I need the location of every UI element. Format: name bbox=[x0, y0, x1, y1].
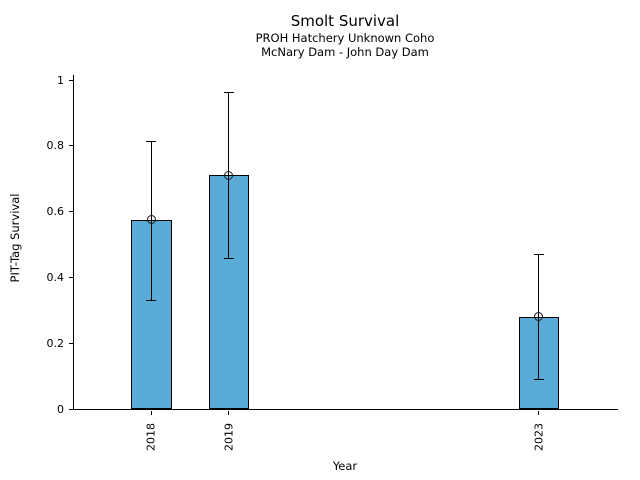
errorbar-cap-low-2023 bbox=[533, 379, 544, 381]
errorbar-cap-high-2018 bbox=[146, 140, 157, 142]
y-tick-0 bbox=[69, 408, 73, 410]
y-tick-0.8 bbox=[69, 145, 73, 147]
x-tick-2023 bbox=[538, 411, 540, 415]
x-tick-label-2019: 2019 bbox=[222, 423, 236, 451]
plot-area: 0 0.2 0.4 0.6 0.8 1 2018 2019 2023 bbox=[47, 74, 618, 451]
y-tick-label-0.6: 0.6 bbox=[46, 205, 65, 219]
y-tick-label-0.8: 0.8 bbox=[46, 139, 65, 153]
y-tick-label-0.2: 0.2 bbox=[46, 336, 65, 350]
x-tick-label-2023: 2023 bbox=[532, 423, 546, 451]
errorbar-cap-low-2018 bbox=[146, 300, 157, 302]
chart-subtitle-line2: McNary Dam - John Day Dam bbox=[261, 45, 429, 59]
x-axis-label: Year bbox=[332, 459, 358, 473]
y-tick-label-0.4: 0.4 bbox=[46, 270, 65, 284]
y-tick-0.4 bbox=[69, 276, 73, 278]
y-tick-0.6 bbox=[69, 211, 73, 213]
y-tick-0.2 bbox=[69, 342, 73, 344]
y-tick-label-1: 1 bbox=[57, 73, 64, 87]
point-marker-2018 bbox=[146, 215, 156, 225]
errorbar-cap-low-2019 bbox=[223, 257, 234, 259]
chart-title: Smolt Survival bbox=[290, 12, 400, 30]
x-tick-2019 bbox=[228, 411, 230, 415]
x-tick-label-2018: 2018 bbox=[144, 423, 158, 451]
point-marker-2023 bbox=[534, 312, 544, 322]
errorbar-cap-high-2019 bbox=[223, 91, 234, 93]
point-marker-2019 bbox=[224, 170, 234, 180]
x-tick-2018 bbox=[150, 411, 152, 415]
chart-subtitle-line1: PROH Hatchery Unknown Coho bbox=[255, 31, 435, 45]
errorbar-cap-high-2023 bbox=[533, 254, 544, 256]
y-tick-label-0: 0 bbox=[57, 402, 64, 416]
y-tick-1 bbox=[69, 79, 73, 81]
